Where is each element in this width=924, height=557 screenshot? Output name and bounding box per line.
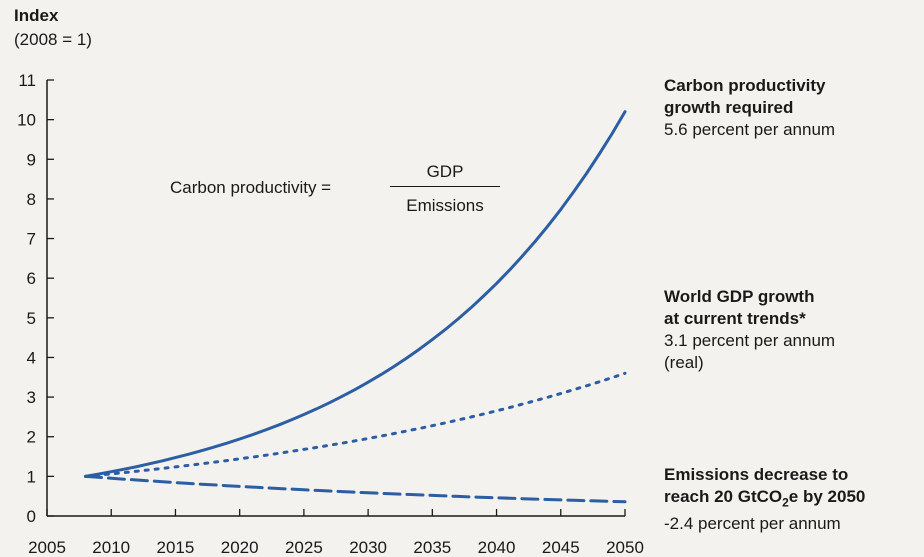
annotation-emissions-subscript: 2 [782,495,789,510]
annotation-carbon-title-1: Carbon productivity [664,76,826,95]
annotation-emissions-title-2: reach 20 GtCO2e by 2050 [664,486,919,513]
annotation-carbon-title-2: growth required [664,98,794,117]
y-axis-title: Index (2008 = 1) [14,4,92,52]
x-tick-label: 2025 [285,538,323,557]
annotation-gdp-detail-1: 3.1 percent per annum [664,331,836,350]
y-tick-label: 8 [27,190,36,209]
x-tick-label: 2045 [542,538,580,557]
series-line-dashed [84,474,627,504]
series-line-solid [84,110,627,478]
formula-denominator: Emissions [406,196,484,215]
annotation-gdp-title-1: World GDP growth [664,287,815,306]
annotation-emissions-title-2b: e by 2050 [788,487,866,506]
y-axis-title-sub: (2008 = 1) [14,30,92,49]
formula-label: Carbon productivity = [170,178,332,197]
y-tick-label: 5 [27,309,36,328]
x-tick-label: 2035 [413,538,451,557]
annotation-gdp-detail-2: (real) [664,353,704,372]
x-tick-label: 2010 [92,538,130,557]
y-tick-label: 0 [27,507,36,526]
annotation-world-gdp: World GDP growth at current trends* 3.1 … [664,286,919,374]
y-tick-label: 1 [27,467,36,486]
y-tick-label: 6 [27,269,36,288]
y-tick-label: 3 [27,388,36,407]
annotation-emissions-detail: -2.4 percent per annum [664,514,841,534]
annotation-gdp-title-2: at current trends* [664,309,806,328]
x-tick-label: 2040 [478,538,516,557]
x-tick-label: 2020 [221,538,259,557]
x-tick-label: 2015 [157,538,195,557]
y-tick-label: 2 [27,428,36,447]
y-tick-label: 4 [27,348,36,367]
y-tick-label: 9 [27,150,36,169]
x-tick-label: 2030 [349,538,387,557]
y-tick-label: 7 [27,230,36,249]
annotation-emissions-title-1: Emissions decrease to [664,465,849,484]
y-tick-label: 11 [18,71,36,90]
x-tick-label: 2005 [28,538,66,557]
y-tick-label: 10 [17,111,36,130]
formula-fraction-bar [390,186,500,187]
annotation-carbon-detail: 5.6 percent per annum [664,120,836,139]
annotation-carbon-productivity: Carbon productivity growth required 5.6 … [664,75,919,141]
series-line-dotted [84,371,627,478]
formula-numerator: GDP [426,162,464,181]
y-axis-title-main: Index [14,6,59,25]
annotation-emissions-title-2a: reach 20 GtCO [664,487,783,506]
annotation-emissions: Emissions decrease to reach 20 GtCO2e by… [664,464,919,535]
x-tick-label: 2050 [606,538,644,557]
